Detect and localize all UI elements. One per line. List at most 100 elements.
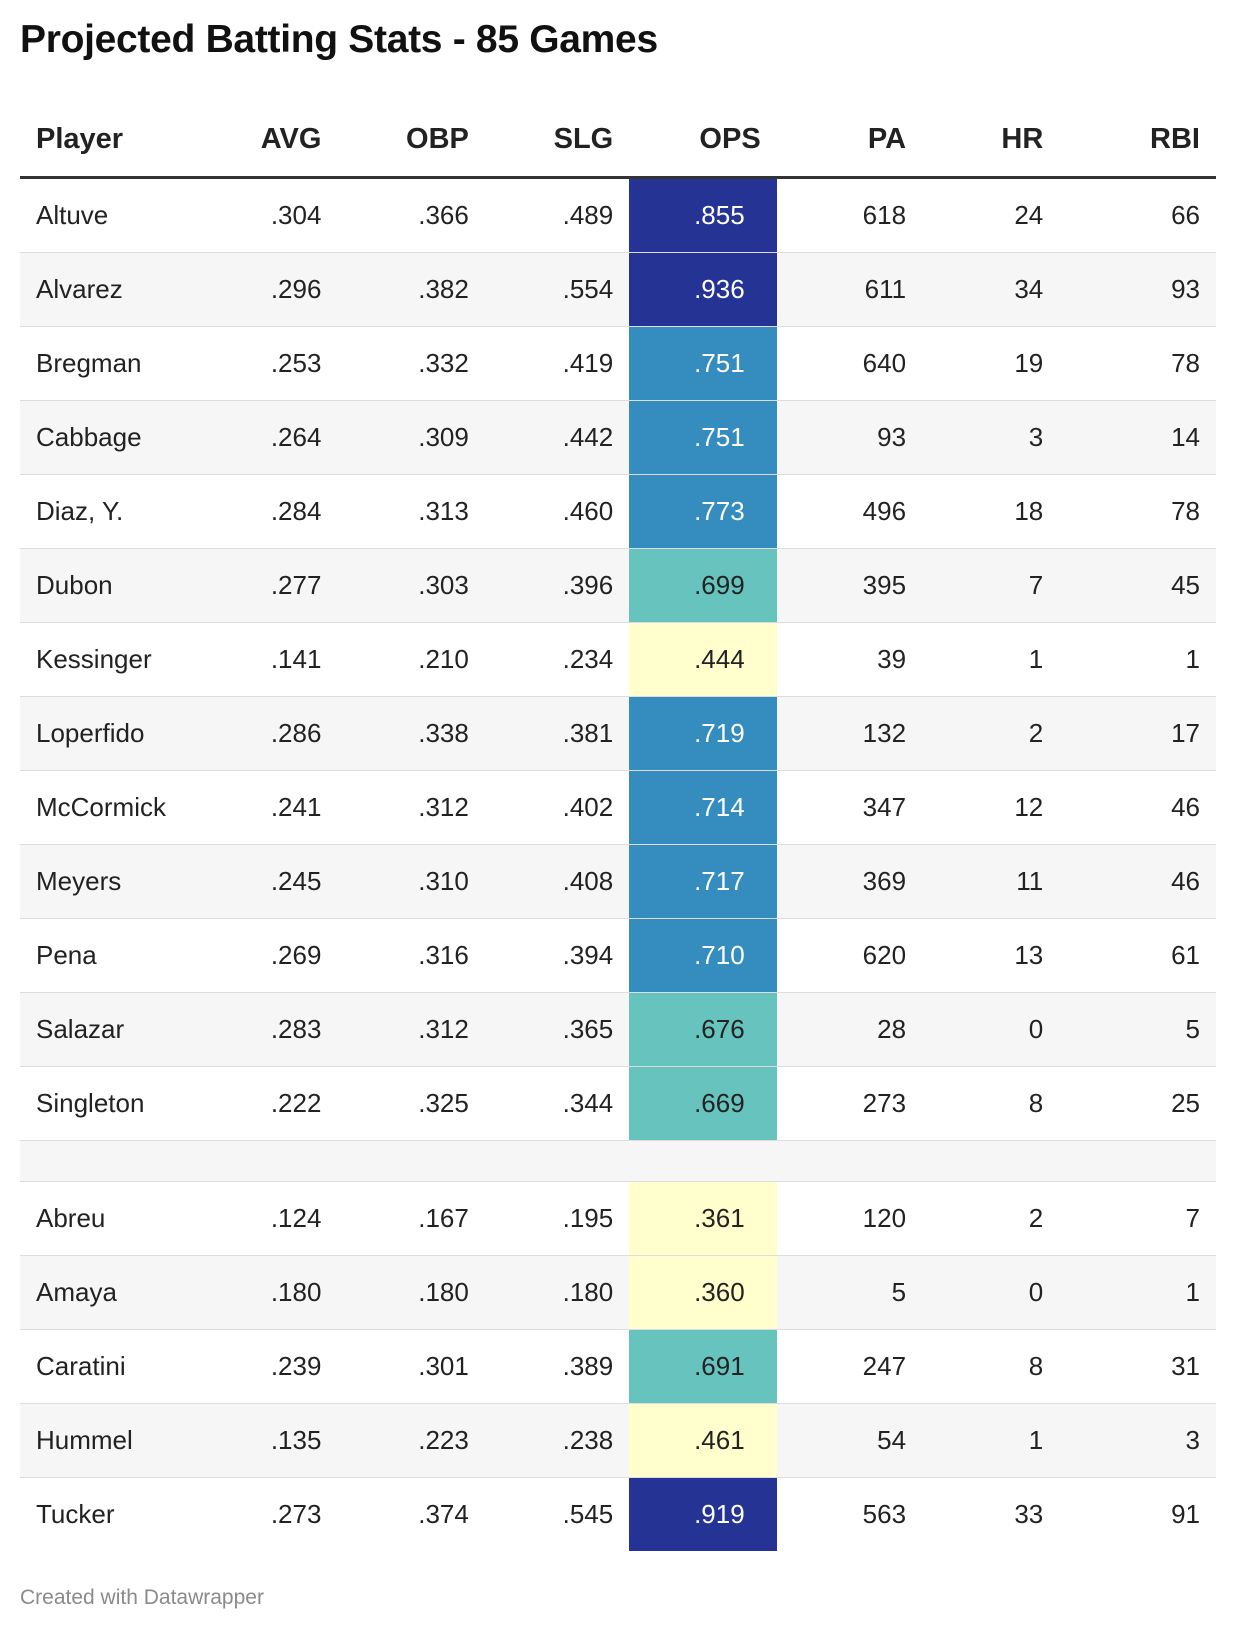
cell-pa: 347: [776, 770, 923, 845]
cell-obp: .338: [337, 696, 485, 771]
cell-player: Cabbage: [20, 400, 200, 475]
table-row[interactable]: Meyers .245.310.408.717 369 11 46: [20, 844, 1216, 919]
cell-pa: 620: [776, 918, 923, 993]
cell-rbi: 78: [1059, 474, 1216, 549]
cell-ops: .361: [629, 1181, 777, 1256]
cell-avg: .273: [270, 1499, 322, 1529]
cell-slg: .234: [484, 622, 630, 697]
header-pa[interactable]: PA: [867, 122, 907, 155]
cell-slg: .365: [484, 992, 630, 1067]
cell-obp: .312: [337, 992, 485, 1067]
cell-player: Dubon: [20, 548, 200, 623]
cell-player: Amaya: [20, 1255, 200, 1330]
table-row[interactable]: Loperfido .286.338.381.719 132 2 17: [20, 696, 1216, 771]
cell-ops: .444: [629, 622, 777, 697]
cell-slg: .180: [484, 1255, 630, 1330]
cell-ops: .669: [629, 1066, 777, 1141]
cell-hr: 0: [922, 1255, 1060, 1330]
cell-hr: 0: [922, 992, 1060, 1067]
cell-slg: .396: [484, 548, 630, 623]
cell-obp: .313: [337, 474, 485, 549]
cell-slg: .545: [562, 1499, 614, 1529]
cell-avg: .180: [199, 1255, 338, 1330]
cell-hr: 19: [922, 326, 1060, 401]
cell-pa: 369: [776, 844, 923, 919]
table-row[interactable]: Singleton .222.325.344.669 273 8 25: [20, 1066, 1216, 1141]
table-row[interactable]: Dubon .277.303.396.699 395 7 45: [20, 548, 1216, 623]
cell-ops: .461: [629, 1403, 777, 1478]
table-row[interactable]: Alvarez .296.382.554.936 611 34 93: [20, 252, 1216, 327]
cell-rbi: 1: [1059, 1255, 1216, 1330]
table-row[interactable]: Amaya .180.180.180.360 5 0 1: [20, 1255, 1216, 1330]
cell-ops: .360: [629, 1255, 777, 1330]
cell-avg: .264: [199, 400, 338, 475]
cell-obp: .180: [337, 1255, 485, 1330]
cell-player: Hummel: [20, 1403, 200, 1478]
cell-ops: .717: [629, 844, 777, 919]
cell-obp: .382: [337, 252, 485, 327]
table-row[interactable]: Caratini .239.301.389.691 247 8 31: [20, 1329, 1216, 1404]
cell-slg: .554: [484, 252, 630, 327]
cell-player: Salazar: [20, 992, 200, 1067]
table-row[interactable]: Cabbage .264.309.442.751 93 3 14: [20, 400, 1216, 475]
header-player[interactable]: Player: [36, 122, 124, 155]
cell-pa: 39: [776, 622, 923, 697]
cell-pa: 496: [776, 474, 923, 549]
cell-rbi: 3: [1059, 1403, 1216, 1478]
cell-obp: .374: [418, 1499, 469, 1529]
cell-player: Abreu: [20, 1181, 200, 1256]
cell-hr: 8: [922, 1066, 1060, 1141]
page-title: Projected Batting Stats - 85 Games: [20, 18, 658, 61]
cell-rbi: 1: [1059, 622, 1216, 697]
cell-obp: .332: [337, 326, 485, 401]
table-row[interactable]: Altuve .304.366.489.855 618 24 66: [20, 177, 1216, 253]
table-row[interactable]: Bregman .253.332.419.751 640 19 78: [20, 326, 1216, 401]
cell-pa: 618: [776, 177, 923, 253]
table-row[interactable]: Tucker .273 .374 .545 .919 563 33 91: [20, 1477, 1216, 1551]
cell-slg: .408: [484, 844, 630, 919]
cell-player: Loperfido: [20, 696, 200, 771]
header-obp[interactable]: OBP: [406, 122, 469, 155]
table-row[interactable]: Abreu .124.167.195.361 120 2 7: [20, 1181, 1216, 1256]
table-row[interactable]: Diaz, Y. .284.313.460.773 496 18 78: [20, 474, 1216, 549]
cell-avg: .141: [199, 622, 338, 697]
cell-ops: .714: [629, 770, 777, 845]
table-row[interactable]: McCormick .241.312.402.714 347 12 46: [20, 770, 1216, 845]
table-row[interactable]: Hummel .135.223.238.461 54 1 3: [20, 1403, 1216, 1478]
table-row[interactable]: Kessinger .141.210.234.444 39 1 1: [20, 622, 1216, 697]
cell-ops: .719: [629, 696, 777, 771]
cell-hr: 1: [922, 1403, 1060, 1478]
cell-avg: .286: [199, 696, 338, 771]
cell-player: Caratini: [20, 1329, 200, 1404]
cell-obp: .303: [337, 548, 485, 623]
header-hr[interactable]: HR: [1001, 122, 1044, 155]
cell-ops: .773: [629, 474, 777, 549]
cell-slg: .442: [484, 400, 630, 475]
table-row[interactable]: Salazar .283.312.365.676 28 0 5: [20, 992, 1216, 1067]
cell-pa: 54: [776, 1403, 923, 1478]
cell-ops: .710: [629, 918, 777, 993]
table-row[interactable]: Pena .269.316.394.710 620 13 61: [20, 918, 1216, 993]
cell-obp: .301: [337, 1329, 485, 1404]
header-ops[interactable]: OPS: [699, 122, 761, 155]
cell-pa: 640: [776, 326, 923, 401]
cell-avg: .239: [199, 1329, 338, 1404]
cell-rbi: 46: [1059, 770, 1216, 845]
cell-slg: .344: [484, 1066, 630, 1141]
cell-pa: 247: [776, 1329, 923, 1404]
cell-hr: 3: [922, 400, 1060, 475]
cell-player: Altuve: [20, 177, 200, 253]
header-slg[interactable]: SLG: [553, 122, 614, 155]
cell-obp: .316: [337, 918, 485, 993]
cell-rbi: 61: [1059, 918, 1216, 993]
header-avg[interactable]: AVG: [260, 122, 322, 155]
cell-slg: .195: [484, 1181, 630, 1256]
cell-avg: .241: [199, 770, 338, 845]
cell-hr: 12: [922, 770, 1060, 845]
cell-pa: 132: [776, 696, 923, 771]
cell-ops: .751: [629, 326, 777, 401]
cell-rbi: 31: [1059, 1329, 1216, 1404]
header-rbi[interactable]: RBI: [1150, 122, 1200, 155]
cell-obp: .310: [337, 844, 485, 919]
batting-stats-table: Player AVG OBP SLG OPS PA HR RBI Altuve.…: [20, 102, 1216, 1551]
